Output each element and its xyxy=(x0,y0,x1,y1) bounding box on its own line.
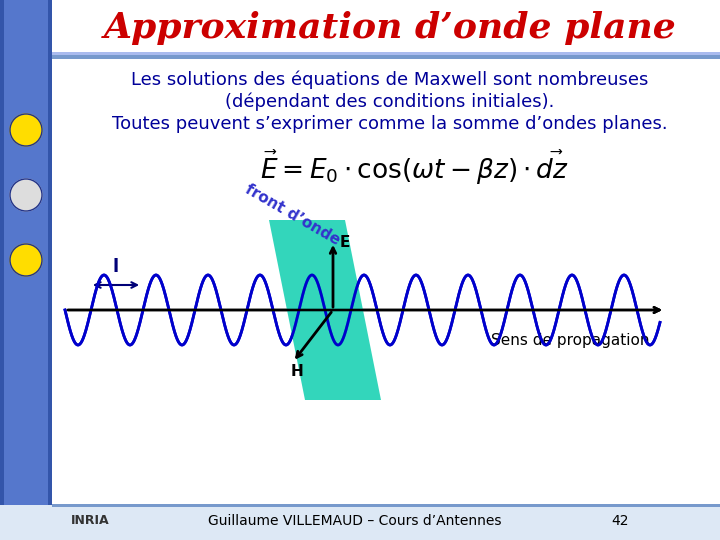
Text: front d’onde: front d’onde xyxy=(243,181,343,248)
Polygon shape xyxy=(269,220,381,400)
Text: l: l xyxy=(113,258,119,276)
Text: (dépendant des conditions initiales).: (dépendant des conditions initiales). xyxy=(225,93,554,111)
Bar xyxy=(0,0,52,540)
Text: E: E xyxy=(340,235,351,250)
Text: Sens de propagation: Sens de propagation xyxy=(491,333,649,348)
Circle shape xyxy=(10,114,42,146)
Text: Les solutions des équations de Maxwell sont nombreuses: Les solutions des équations de Maxwell s… xyxy=(131,71,649,89)
Text: Toutes peuvent s’exprimer comme la somme d’ondes planes.: Toutes peuvent s’exprimer comme la somme… xyxy=(112,115,668,133)
Text: 42: 42 xyxy=(611,514,629,528)
Text: $\vec{E} = E_0 \cdot \cos\!\left(\omega t - \beta z\right) \cdot \vec{dz}$: $\vec{E} = E_0 \cdot \cos\!\left(\omega … xyxy=(261,149,570,187)
Bar xyxy=(52,504,720,507)
Circle shape xyxy=(10,244,42,276)
Circle shape xyxy=(10,179,42,211)
Bar xyxy=(0,505,720,540)
Bar xyxy=(52,52,720,59)
Bar xyxy=(52,52,720,55)
Bar xyxy=(4,0,48,540)
Text: INRIA: INRIA xyxy=(71,515,109,528)
Text: H: H xyxy=(291,364,304,379)
Text: Approximation d’onde plane: Approximation d’onde plane xyxy=(104,11,676,45)
Bar xyxy=(52,0,720,52)
Text: Guillaume VILLEMAUD – Cours d’Antennes: Guillaume VILLEMAUD – Cours d’Antennes xyxy=(208,514,502,528)
